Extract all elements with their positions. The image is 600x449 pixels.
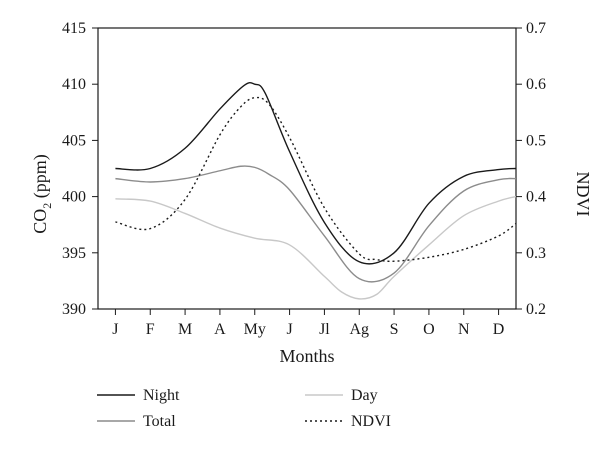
- y-axis-label-right: NDVI: [573, 172, 593, 217]
- plot-border: [97, 27, 517, 310]
- series-line-ndvi: [115, 96, 517, 263]
- x-tick-label: O: [423, 321, 435, 338]
- x-tick-label: My: [244, 321, 266, 338]
- left-tick-label: 405: [62, 132, 86, 149]
- left-tick-label: 395: [62, 245, 86, 262]
- x-tick-label: J: [112, 321, 118, 338]
- left-tick-label: 410: [62, 76, 86, 93]
- y-axis-label-left-base: CO: [30, 209, 50, 234]
- x-tick-label: M: [178, 321, 192, 338]
- series-line-night: [115, 82, 517, 265]
- right-tick-label: 0.2: [526, 301, 546, 318]
- left-axis: 390 395 400 405 410 415: [62, 20, 98, 318]
- x-tick-label: N: [458, 321, 470, 338]
- legend: Night Total Day NDVI: [97, 387, 391, 430]
- x-tick-label: Jl: [319, 321, 330, 338]
- y-axis-label-left-rest: (ppm): [30, 154, 51, 203]
- right-tick-label: 0.3: [526, 245, 546, 262]
- plot-frame: [97, 27, 517, 310]
- legend-label-night: Night: [143, 387, 180, 404]
- series-line-day: [115, 195, 517, 300]
- legend-label-total: Total: [143, 413, 176, 430]
- right-axis: 0.2 0.3 0.4 0.5 0.6 0.7: [516, 20, 546, 318]
- x-axis: J F M A My J Jl Ag S O N D: [112, 309, 504, 338]
- legend-label-ndvi: NDVI: [351, 413, 391, 430]
- right-tick-label: 0.4: [526, 189, 546, 206]
- right-tick-label: 0.7: [526, 20, 546, 37]
- legend-label-day: Day: [351, 387, 378, 404]
- series-line-total: [115, 165, 517, 283]
- x-tick-label: Ag: [349, 321, 369, 338]
- y-axis-label-left: CO2 (ppm): [30, 154, 54, 234]
- left-tick-label: 415: [62, 20, 86, 37]
- x-axis-label: Months: [279, 346, 334, 366]
- x-tick-label: D: [493, 321, 505, 338]
- left-tick-label: 400: [62, 189, 86, 206]
- x-tick-label: F: [146, 321, 155, 338]
- x-tick-label: A: [214, 321, 226, 338]
- x-tick-label: J: [286, 321, 292, 338]
- left-tick-label: 390: [62, 301, 86, 318]
- series-layer: [115, 82, 517, 300]
- right-tick-label: 0.5: [526, 132, 546, 149]
- y-axis-label-left-sub: 2: [40, 203, 54, 209]
- x-tick-label: S: [390, 321, 399, 338]
- right-tick-label: 0.6: [526, 76, 546, 93]
